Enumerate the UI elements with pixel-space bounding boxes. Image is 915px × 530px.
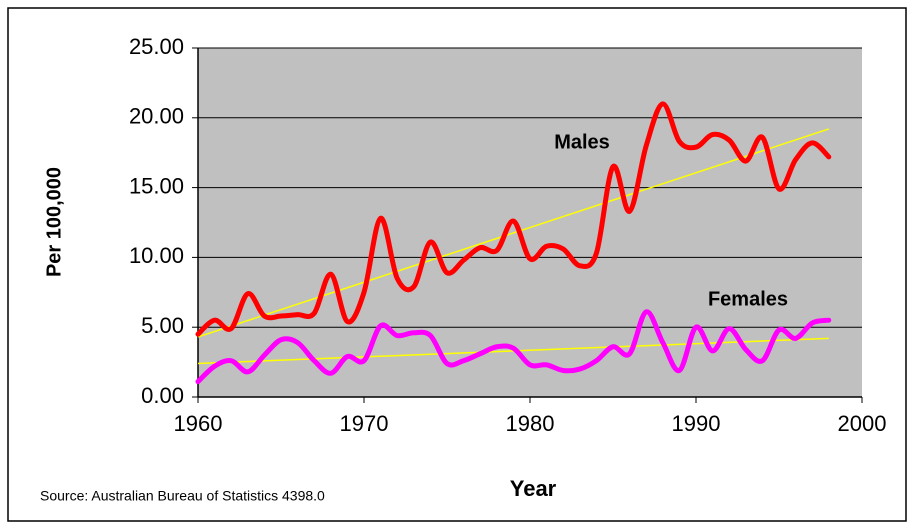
plot-area xyxy=(198,48,862,397)
y-tick-label: 20.00 xyxy=(129,104,184,129)
series-label: Females xyxy=(708,288,788,310)
y-tick-label: 10.00 xyxy=(129,243,184,268)
source-note: Source: Australian Bureau of Statistics … xyxy=(40,488,325,504)
x-axis-label: Year xyxy=(510,476,557,501)
series-label: Males xyxy=(554,131,610,153)
y-tick-label: 5.00 xyxy=(141,313,184,338)
series-line xyxy=(195,101,832,337)
trend-line xyxy=(197,128,830,338)
x-tick-label: 1960 xyxy=(174,411,223,436)
series-line xyxy=(195,309,832,385)
y-tick-label: 0.00 xyxy=(141,383,184,408)
y-tick-label: 25.00 xyxy=(129,34,184,59)
x-tick-label: 1970 xyxy=(340,411,389,436)
y-tick-label: 15.00 xyxy=(129,173,184,198)
x-tick-label: 1990 xyxy=(672,411,721,436)
x-tick-label: 1980 xyxy=(506,411,555,436)
y-axis-label: Per 100,000 xyxy=(43,167,65,277)
x-tick-label: 2000 xyxy=(838,411,887,436)
